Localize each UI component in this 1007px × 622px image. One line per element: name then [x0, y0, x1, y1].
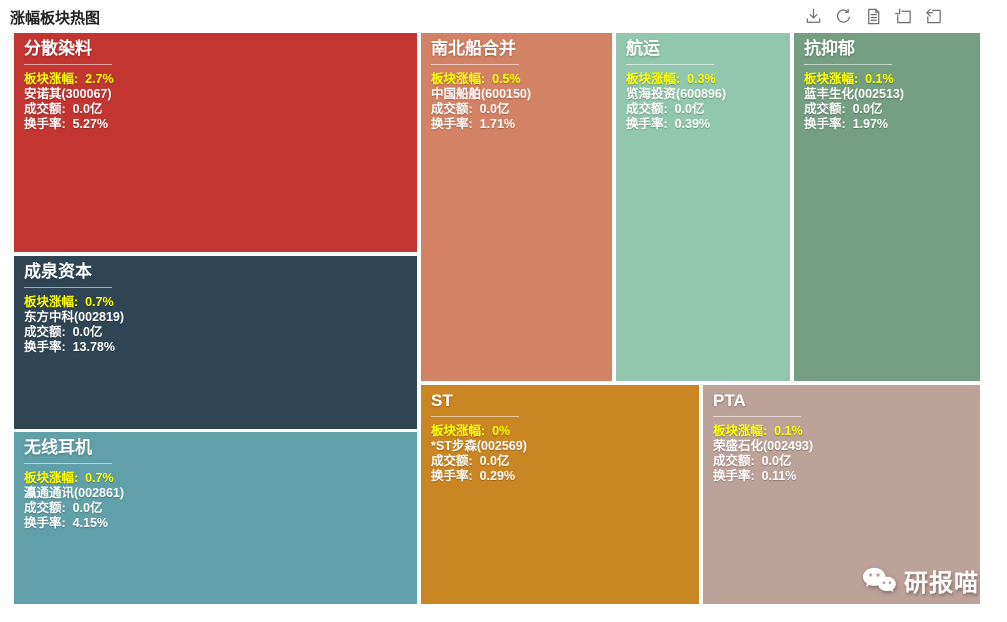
tile-turnover-rate: 换手率: 5.27%: [24, 117, 109, 131]
watermark-text: 研报喵: [904, 570, 979, 597]
treemap-tile[interactable]: 分散染料板块涨幅: 2.7% 安诺其(300067) 成交额: 0.0亿 换手率: 5…: [14, 33, 417, 252]
tile-leading-stock: 安诺其(300067): [24, 87, 112, 101]
tile-sector-name: 南北船合并: [431, 39, 516, 58]
tile-leading-stock: 荣盛石化(002493): [713, 439, 814, 453]
data-view-button[interactable]: [863, 6, 883, 26]
tile-sector-change: 板块涨幅: 0%: [431, 424, 511, 438]
tile-turnover: 成交额: 0.0亿: [626, 102, 705, 116]
treemap-tile[interactable]: 抗抑郁板块涨幅: 0.1% 蓝丰生化(002513) 成交额: 0.0亿 换手率: 1…: [794, 33, 980, 381]
tile-sector-change: 板块涨幅: 0.1%: [713, 424, 803, 438]
treemap-tile[interactable]: 南北船合并板块涨幅: 0.5% 中国船舶(600150) 成交额: 0.0亿 换手率:…: [421, 33, 612, 381]
tile-leading-stock: *ST步森(002569): [431, 439, 527, 453]
document-icon: [867, 8, 879, 24]
restore-button[interactable]: [833, 6, 853, 26]
refresh-icon: [836, 8, 850, 23]
tile-turnover: 成交额: 0.0亿: [24, 325, 103, 339]
tile-turnover-rate: 换手率: 1.71%: [431, 117, 516, 131]
data-zoom-button[interactable]: [893, 6, 913, 26]
tile-divider: [713, 416, 801, 417]
tile-turnover: 成交额: 0.0亿: [713, 454, 792, 468]
tile-divider: [431, 416, 519, 417]
tile-leading-stock: 中国船舶(600150): [431, 87, 532, 101]
tile-sector-name: 抗抑郁: [804, 39, 855, 58]
tile-turnover-rate: 换手率: 13.78%: [24, 340, 116, 354]
tile-turnover: 成交额: 0.0亿: [431, 102, 510, 116]
download-icon: [806, 8, 820, 23]
tile-sector-name: PTA: [713, 391, 746, 410]
tile-turnover: 成交额: 0.0亿: [24, 501, 103, 515]
tile-turnover-rate: 换手率: 0.11%: [713, 469, 797, 483]
tile-sector-change: 板块涨幅: 0.7%: [24, 471, 114, 485]
tile-turnover-rate: 换手率: 0.29%: [431, 469, 516, 483]
treemap-tile[interactable]: ST 板块涨幅: 0% *ST步森(002569) 成交额: 0.0亿 换手率: 0.2…: [421, 385, 699, 604]
tile-divider: [24, 287, 112, 288]
tile-leading-stock: 览海投资(600896): [626, 87, 727, 101]
tile-divider: [804, 64, 892, 65]
tile-sector-name: ST: [431, 391, 453, 410]
tile-leading-stock: 蓝丰生化(002513): [804, 87, 905, 101]
treemap-tile[interactable]: 无线耳机板块涨幅: 0.7% 瀛通通讯(002861) 成交额: 0.0亿 换手率: …: [14, 432, 417, 604]
tile-divider: [24, 64, 112, 65]
tile-sector-name: 成泉资本: [24, 262, 92, 281]
tile-leading-stock: 东方中科(002819): [24, 310, 125, 324]
save-image-button[interactable]: [803, 6, 823, 26]
tile-sector-change: 板块涨幅: 2.7%: [24, 72, 114, 86]
tile-turnover: 成交额: 0.0亿: [804, 102, 883, 116]
tile-sector-change: 板块涨幅: 0.7%: [24, 295, 114, 309]
tile-divider: [626, 64, 714, 65]
zoom-reset-button[interactable]: [923, 6, 943, 26]
back-box-icon: [925, 8, 941, 23]
tile-turnover-rate: 换手率: 4.15%: [24, 516, 109, 530]
treemap-chart: 分散染料 板块涨幅: 2.7% 安诺其(300067) 成交额: 0.0亿 换手率: 5…: [14, 33, 980, 604]
tile-turnover: 成交额: 0.0亿: [431, 454, 510, 468]
tile-divider: [24, 463, 112, 464]
wechat-icon: [863, 567, 896, 592]
tile-divider: [431, 64, 519, 65]
tile-leading-stock: 瀛通通讯(002861): [24, 486, 125, 500]
tile-sector-name: 航运: [626, 39, 660, 58]
treemap-tile[interactable]: 成泉资本板块涨幅: 0.7% 东方中科(002819) 成交额: 0.0亿 换手率: …: [14, 256, 417, 429]
tile-sector-change: 板块涨幅: 0.1%: [804, 72, 894, 86]
tile-sector-name: 分散染料: [24, 39, 92, 58]
treemap-tile[interactable]: 航运板块涨幅: 0.3% 览海投资(600896) 成交额: 0.0亿 换手率: 0.…: [616, 33, 790, 381]
watermark: 研报喵: [861, 563, 979, 598]
tile-turnover: 成交额: 0.0亿: [24, 102, 103, 116]
tile-sector-change: 板块涨幅: 0.3%: [626, 72, 716, 86]
tile-sector-change: 板块涨幅: 0.5%: [431, 72, 521, 86]
tile-sector-name: 无线耳机: [24, 438, 92, 457]
tile-turnover-rate: 换手率: 0.39%: [626, 117, 711, 131]
chart-toolbar: [803, 6, 943, 26]
page-title: 涨幅板块热图: [10, 10, 101, 27]
box-select-icon: [894, 8, 911, 23]
tile-turnover-rate: 换手率: 1.97%: [804, 117, 889, 131]
treemap-tile[interactable]: PTA 板块涨幅: 0.1% 荣盛石化(002493) 成交额: 0.0亿 换手率: 0…: [703, 385, 980, 604]
